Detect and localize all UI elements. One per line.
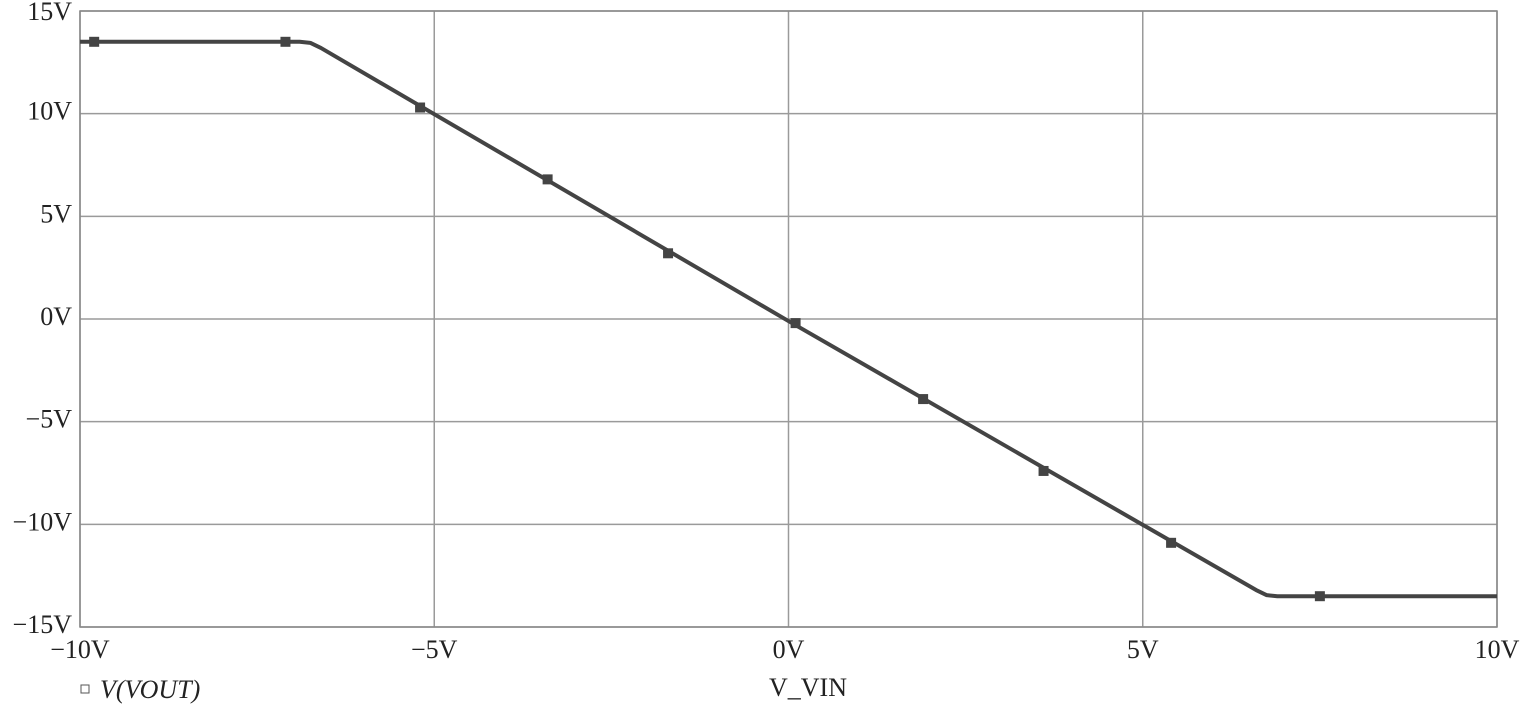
plot-frame [79, 10, 1498, 628]
trace-marker [1314, 591, 1325, 602]
legend-marker [80, 684, 90, 694]
trace-marker [1166, 537, 1177, 548]
trace-line [80, 39, 1497, 599]
x-tick-label: −5V [411, 635, 458, 664]
x-tick-label: 5V [1127, 635, 1159, 664]
x-tick-label: 0V [773, 635, 805, 664]
y-tick-label: −5V [26, 405, 73, 434]
y-tick-label: 0V [40, 302, 72, 331]
x-axis-label: V_VIN [769, 673, 847, 702]
legend-label: V(VOUT) [100, 675, 200, 704]
trace-marker [415, 102, 426, 113]
x-tick-label: 10V [1475, 635, 1520, 664]
trace-marker [790, 318, 801, 329]
trace-marker [89, 36, 100, 47]
trace-marker [663, 248, 674, 259]
y-tick-label: 10V [27, 97, 72, 126]
y-tick-label: −15V [13, 610, 73, 639]
trace-marker [918, 394, 929, 405]
y-tick-label: 5V [40, 199, 72, 228]
trace-marker [1038, 465, 1049, 476]
trace-marker [542, 174, 553, 185]
y-tick-label: −10V [13, 507, 73, 536]
x-tick-label: −10V [50, 635, 110, 664]
y-tick-label: 15V [27, 0, 72, 26]
trace-marker [280, 36, 291, 47]
